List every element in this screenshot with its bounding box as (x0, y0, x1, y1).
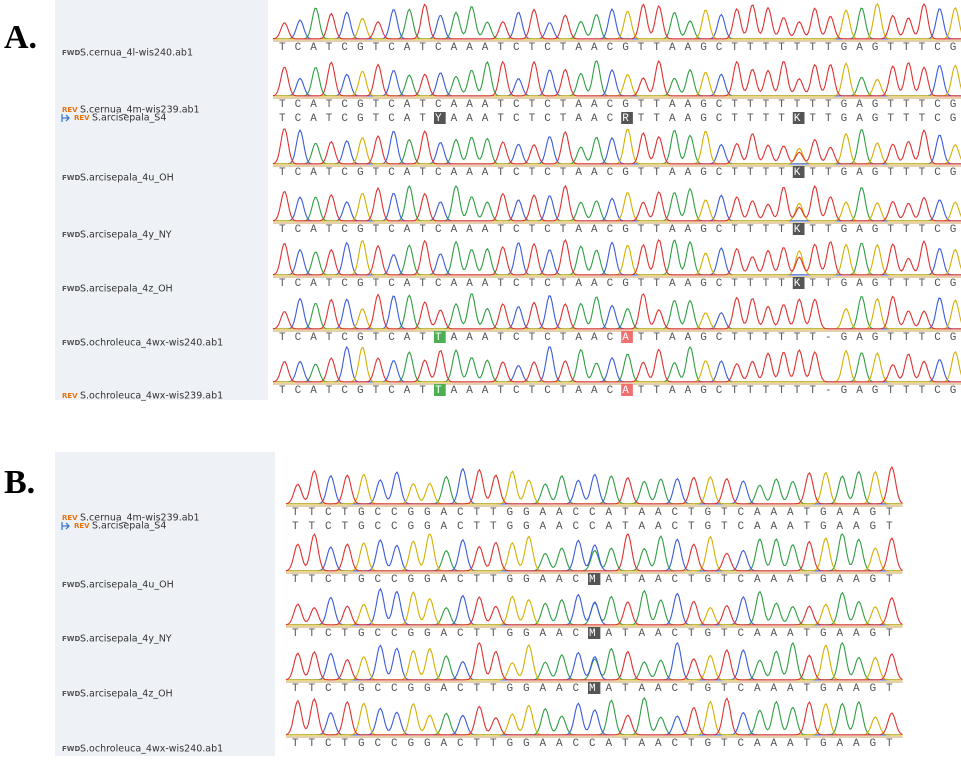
trace-g (286, 592, 903, 625)
track-tag: FWD (62, 174, 81, 182)
track-tag: REV (62, 106, 78, 114)
track-name: S.arcisepala_4u_OH (80, 173, 174, 184)
trace-a (273, 240, 961, 275)
track-tag: FWD (62, 635, 81, 643)
panel-label: A. (4, 19, 37, 56)
trace-c (286, 539, 903, 571)
trace-g (286, 702, 903, 735)
track-tag: REV (62, 514, 78, 522)
track-name: S.arcisepala_4z_OH (80, 284, 173, 295)
track-name: S.arcisepala_4z_OH (80, 689, 173, 700)
track-name: S.arcisepala_4u_OH (80, 580, 174, 591)
trace-c (286, 643, 903, 680)
track-name: S.ochroleuca_4wx-wis240.ab1 (80, 338, 223, 349)
panel-label: B. (4, 464, 35, 501)
track-tag: FWD (62, 231, 81, 239)
trace-t (286, 597, 903, 625)
track-name: S.arcisepala_S4 (92, 113, 166, 124)
track-tag: FWD (62, 49, 81, 57)
track-tag: FWD (62, 581, 81, 589)
track-name: S.cernua_4l-wis240.ab1 (80, 48, 193, 59)
trace-a (273, 347, 961, 382)
trace-g (286, 534, 903, 571)
trace-g (286, 471, 903, 504)
track-tag: REV (62, 392, 78, 400)
trace-a (286, 472, 903, 504)
trace-t (286, 698, 903, 735)
track-tag: REV (74, 114, 90, 122)
trace-g (273, 193, 961, 221)
track-name: S.arcisepala_4y_NY (80, 634, 172, 645)
track-name: S.ochroleuca_4wx-wis239.ab1 (80, 391, 223, 402)
track-name: S.arcisepala_S4 (92, 521, 166, 532)
track-tag: FWD (62, 690, 81, 698)
track-tag: FWD (62, 745, 81, 753)
trace-t (286, 467, 903, 504)
trace-a (286, 534, 903, 571)
track-tag: FWD (62, 339, 81, 347)
trace-a (273, 61, 961, 96)
trace-t (273, 61, 961, 96)
trace-g (273, 299, 961, 329)
track-tag: REV (74, 522, 90, 530)
track-tag: FWD (62, 285, 81, 293)
trace-a (273, 7, 961, 39)
sidebar-b (55, 452, 275, 756)
figure: A.FWDS.cernua_4l-wis240.ab1TCATCGTCATCAA… (0, 0, 961, 756)
trace-a (273, 130, 961, 164)
track-name: S.arcisepala_4y_NY (80, 230, 172, 241)
trace-c (286, 703, 903, 735)
trace-c (273, 194, 961, 221)
track-name: S.ochroleuca_4wx-wis240.ab1 (80, 744, 223, 755)
trace-t (286, 534, 903, 571)
